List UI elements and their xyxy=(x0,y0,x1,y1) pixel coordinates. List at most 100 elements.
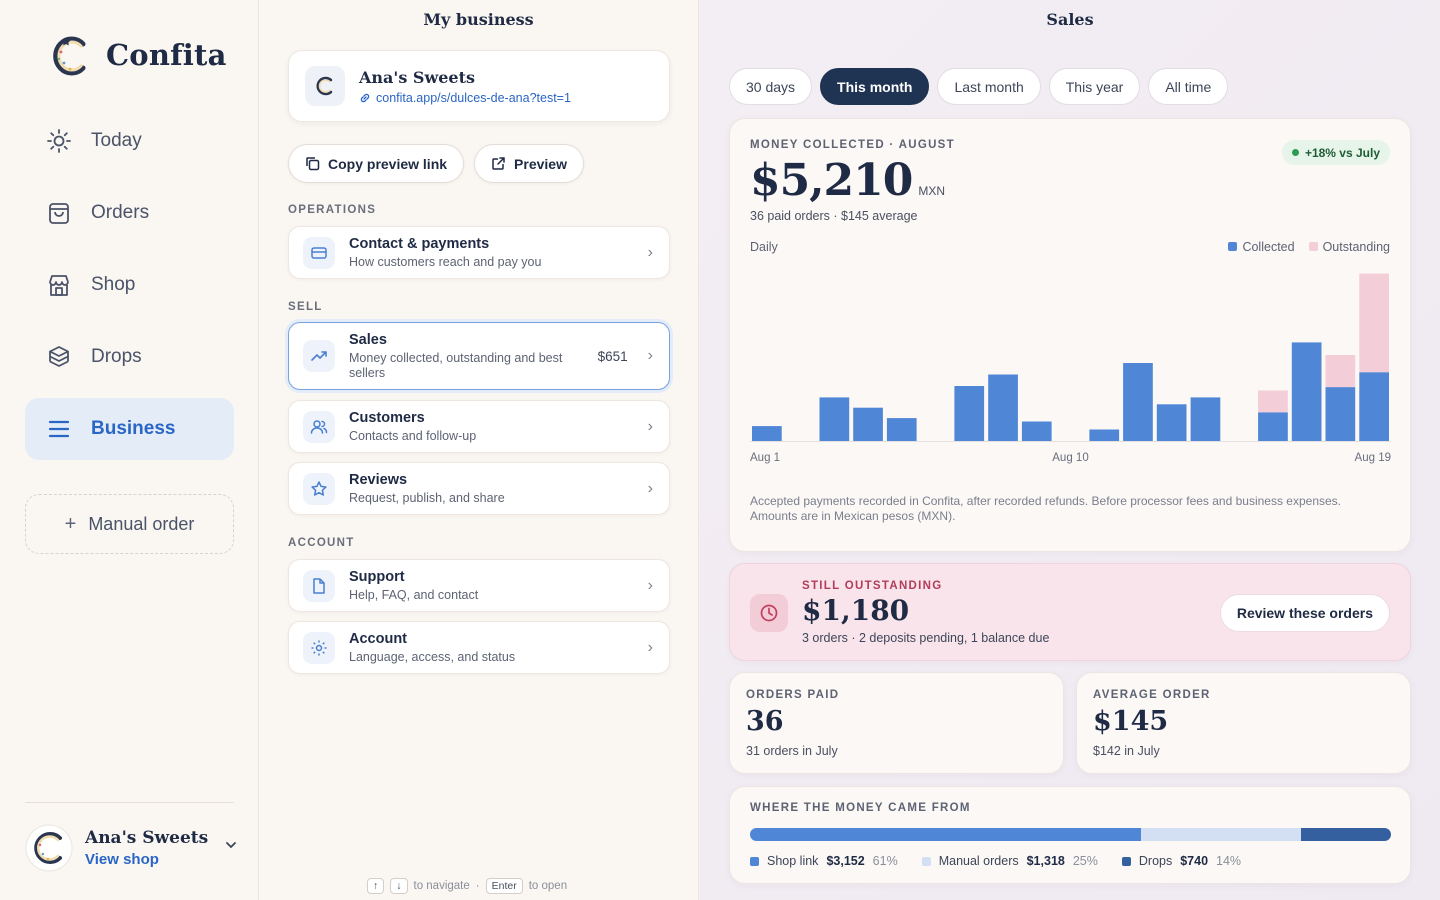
row-contact-payments[interactable]: Contact & payments How customers reach an… xyxy=(288,226,670,279)
source-pct: 25% xyxy=(1072,854,1098,868)
external-link-icon xyxy=(492,157,505,170)
row-support[interactable]: Support Help, FAQ, and contact › xyxy=(288,559,670,612)
sources-kicker: WHERE THE MONEY CAME FROM xyxy=(750,802,971,814)
preview-button[interactable]: Preview xyxy=(474,144,584,183)
shop-name: Ana's Sweets xyxy=(85,828,209,848)
collected-amount-row: $5,210 MXN xyxy=(750,155,945,206)
bar-collected xyxy=(752,426,782,441)
copy-icon xyxy=(306,157,320,171)
source-pct: 14% xyxy=(1216,854,1242,868)
shop-card-name: Ana's Sweets xyxy=(359,67,475,87)
money-collected-card: MONEY COLLECTED · AUGUST $5,210 MXN 36 p… xyxy=(729,118,1411,552)
bar-collected xyxy=(1258,412,1288,441)
outstanding-subtitle: 3 orders · 2 deposits pending, 1 balance… xyxy=(802,631,1050,645)
plus-icon: + xyxy=(64,512,77,535)
hint-open: to open xyxy=(528,880,568,892)
trending-up-icon xyxy=(303,340,335,372)
confita-logo-icon xyxy=(53,36,86,76)
source-manual-orders: Manual orders $1,318 25% xyxy=(921,854,1098,868)
average-order-card: AVERAGE ORDER $145 $142 in July xyxy=(1076,672,1411,774)
range-this-year[interactable]: This year xyxy=(1048,68,1141,105)
manual-order-button[interactable]: + Manual order xyxy=(25,494,234,554)
range-tabs: 30 days This month Last month This year … xyxy=(729,68,1229,105)
nav-orders-label: Orders xyxy=(91,202,150,223)
brand[interactable]: Confita xyxy=(50,32,227,78)
copy-preview-button[interactable]: Copy preview link xyxy=(288,144,465,183)
bar-collected xyxy=(1359,372,1389,441)
enter-key: Enter xyxy=(485,878,523,894)
sidebar: Confita Today Orders Shop Drops xyxy=(0,0,259,900)
swatch xyxy=(750,856,759,866)
view-shop-link[interactable]: View shop xyxy=(85,851,159,868)
outstanding-card: STILL OUTSTANDING $1,180 3 orders · 2 de… xyxy=(729,563,1411,661)
nav-drops-label: Drops xyxy=(91,346,142,367)
main-nav: Today Orders Shop Drops Business xyxy=(25,110,234,470)
row-subtitle: Contacts and follow-up xyxy=(349,428,477,443)
nav-business[interactable]: Business xyxy=(25,398,234,460)
gear-icon xyxy=(303,631,335,664)
range-30-days[interactable]: 30 days xyxy=(729,68,813,105)
share-actions: Copy preview link Preview xyxy=(288,144,584,183)
average-order-value: $145 xyxy=(1093,706,1169,737)
preview-label: Preview xyxy=(514,155,567,172)
swatch xyxy=(1121,856,1131,866)
x-tick-label: Aug 10 xyxy=(1052,452,1088,464)
row-reviews[interactable]: Reviews Request, publish, and share › xyxy=(288,462,670,515)
swatch xyxy=(921,856,931,866)
document-icon xyxy=(303,569,335,602)
shop-card[interactable]: Ana's Sweets confita.app/s/dulces-de-ana… xyxy=(288,50,670,122)
bar-collected xyxy=(1123,363,1153,441)
collected-footnote: Accepted payments recorded in Confita, a… xyxy=(750,494,1341,523)
sidebar-divider xyxy=(25,802,234,803)
nav-shop-label: Shop xyxy=(91,274,136,295)
section-sell: SELL xyxy=(288,301,323,313)
sales-title: Sales xyxy=(1046,10,1094,29)
chevron-right-icon: › xyxy=(647,347,653,364)
nav-orders[interactable]: Orders xyxy=(25,182,234,244)
collected-subtitle: 36 paid orders · $145 average xyxy=(750,209,918,223)
shop-url-link[interactable]: confita.app/s/dulces-de-ana?test=1 xyxy=(359,91,571,105)
chevron-down-icon[interactable] xyxy=(224,838,238,857)
bar-collected xyxy=(1190,397,1221,441)
row-value: $651 xyxy=(597,348,628,364)
shop-url-text: confita.app/s/dulces-de-ana?test=1 xyxy=(376,90,571,105)
section-account: ACCOUNT xyxy=(288,537,355,549)
row-account[interactable]: Account Language, access, and status › xyxy=(288,621,670,674)
nav-drops[interactable]: Drops xyxy=(25,326,234,388)
range-all-time[interactable]: All time xyxy=(1148,68,1229,105)
growth-badge-text: +18% vs July xyxy=(1304,145,1380,160)
nav-shop[interactable]: Shop xyxy=(25,254,234,316)
source-amount: $3,152 xyxy=(826,854,865,868)
legend-outstanding: Outstanding xyxy=(1308,240,1390,254)
bar-collected xyxy=(1325,387,1356,441)
row-customers[interactable]: Customers Contacts and follow-up › xyxy=(288,400,670,453)
source-segment xyxy=(1141,828,1302,841)
arrow-down-key: ↓ xyxy=(390,878,408,894)
range-this-month[interactable]: This month xyxy=(820,68,930,105)
range-last-month[interactable]: Last month xyxy=(937,68,1041,105)
money-sources-card: WHERE THE MONEY CAME FROM Shop link $3,1… xyxy=(729,786,1411,884)
nav-today[interactable]: Today xyxy=(25,110,234,172)
bar-collected xyxy=(819,397,850,441)
panel-title: My business xyxy=(423,10,534,29)
star-icon xyxy=(303,472,335,505)
orders-paid-value: 36 xyxy=(746,706,784,737)
orders-paid-subtitle: 31 orders in July xyxy=(746,744,838,758)
account-switcher[interactable]: Ana's Sweets View shop xyxy=(25,822,240,874)
bar-collected xyxy=(1089,429,1120,441)
row-sales[interactable]: Sales Money collected, outstanding and be… xyxy=(288,322,670,390)
orders-paid-card: ORDERS PAID 36 31 orders in July xyxy=(729,672,1064,774)
sources-legend: Shop link $3,152 61% Manual orders $1,31… xyxy=(750,854,1241,868)
chevron-right-icon: › xyxy=(647,576,653,594)
box-stack-icon xyxy=(45,343,73,371)
outstanding-amount: $1,180 xyxy=(802,594,910,627)
review-orders-button[interactable]: Review these orders xyxy=(1219,594,1390,632)
sun-icon xyxy=(45,127,73,155)
chevron-right-icon: › xyxy=(647,479,653,497)
bar-collected xyxy=(954,386,985,441)
chevron-right-icon: › xyxy=(647,638,653,656)
nav-business-label: Business xyxy=(91,418,176,439)
source-label: Drops xyxy=(1138,854,1173,868)
collected-kicker: MONEY COLLECTED · AUGUST xyxy=(750,139,955,151)
source-label: Shop link xyxy=(767,854,819,868)
